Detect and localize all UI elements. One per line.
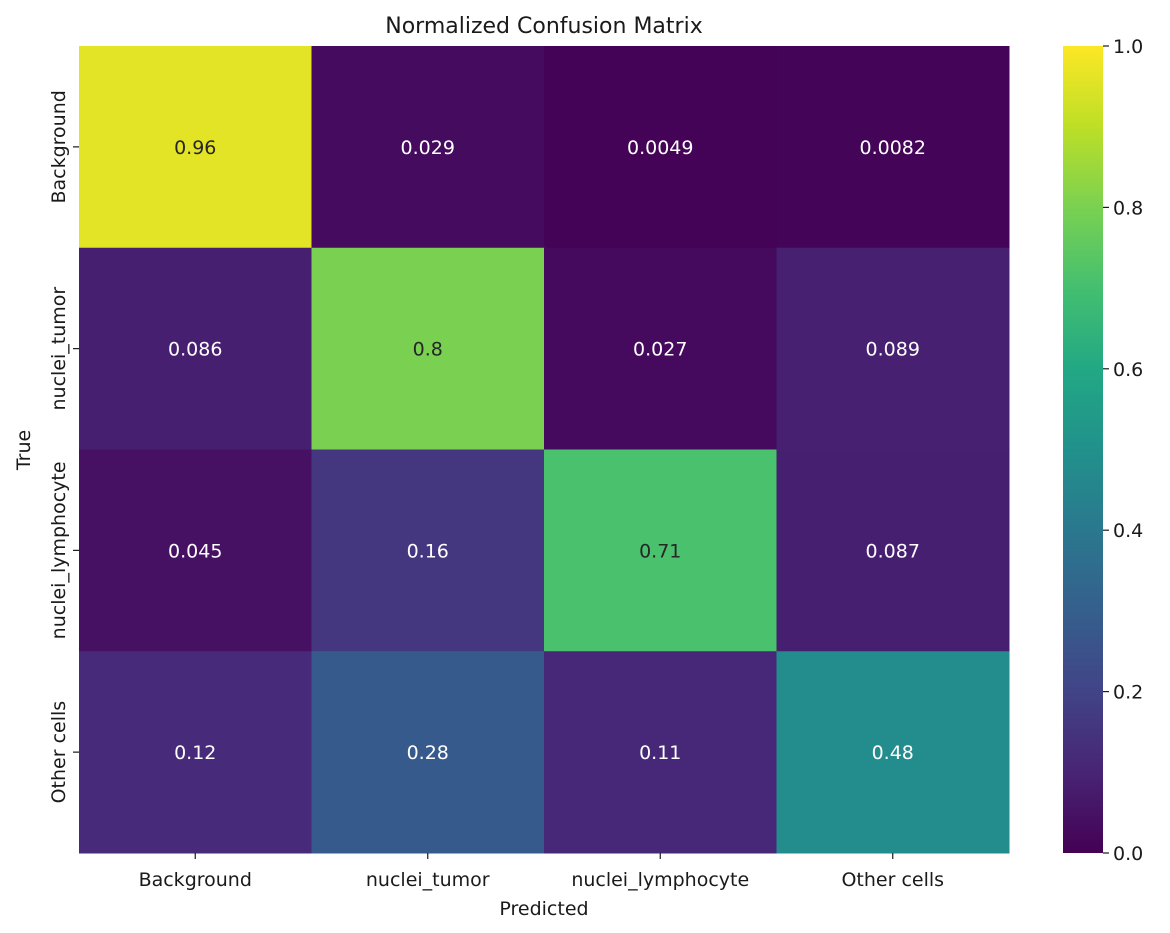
heatmap-cell bbox=[776, 46, 1010, 249]
cell-value-label: 0.16 bbox=[407, 540, 449, 562]
heatmap-cell bbox=[311, 247, 545, 450]
y-axis-label: True bbox=[13, 430, 35, 471]
heatmap-cell bbox=[79, 449, 312, 652]
heatmap-cells: 0.96 0.029 0.0049 0.0082 0.086 0.8 0.027 0.089 0… bbox=[79, 46, 1010, 854]
colorbar-tick-label: 1.0 bbox=[1113, 36, 1143, 58]
x-axis-ticks: Background nuclei_tumor nuclei_lymphocyte O… bbox=[139, 853, 944, 891]
heatmap-cell bbox=[311, 651, 545, 854]
cell-value-label: 0.029 bbox=[401, 137, 455, 159]
heatmap-cell bbox=[79, 247, 312, 450]
cell-value-label: 0.0049 bbox=[627, 137, 693, 159]
y-axis-ticks: Background nuclei_tumor nuclei_lymphocyte O… bbox=[48, 90, 79, 803]
heatmap-cell bbox=[311, 449, 545, 652]
x-tick-label: Other cells bbox=[841, 869, 944, 891]
x-axis-label: Predicted bbox=[499, 898, 588, 920]
y-tick-label: nuclei_tumor bbox=[48, 287, 70, 411]
heatmap-cell bbox=[776, 651, 1010, 854]
heatmap-cell bbox=[311, 46, 545, 249]
heatmap-cell bbox=[79, 46, 312, 249]
colorbar-tick-label: 0.6 bbox=[1113, 359, 1143, 381]
x-tick-label: nuclei_tumor bbox=[366, 869, 490, 891]
colorbar: 0.0 0.2 0.4 0.6 0.8 1.0 bbox=[1063, 36, 1143, 865]
y-tick-label: Background bbox=[48, 90, 70, 203]
cell-value-label: 0.96 bbox=[174, 137, 216, 159]
cell-value-label: 0.0082 bbox=[860, 137, 926, 159]
heatmap-cell bbox=[544, 651, 777, 854]
cell-value-label: 0.28 bbox=[407, 742, 449, 764]
cell-value-label: 0.11 bbox=[639, 742, 681, 764]
heatmap-cell bbox=[544, 46, 777, 249]
heatmap-cell bbox=[776, 247, 1010, 450]
chart-title: Normalized Confusion Matrix bbox=[385, 14, 702, 39]
x-tick-label: nuclei_lymphocyte bbox=[571, 869, 749, 891]
cell-value-label: 0.045 bbox=[168, 540, 222, 562]
cell-value-label: 0.087 bbox=[866, 540, 920, 562]
cell-value-label: 0.089 bbox=[866, 339, 920, 361]
cell-value-label: 0.086 bbox=[168, 339, 222, 361]
colorbar-tick-label: 0.4 bbox=[1113, 520, 1143, 542]
x-tick-label: Background bbox=[139, 869, 252, 891]
colorbar-gradient bbox=[1063, 46, 1103, 853]
cell-value-label: 0.12 bbox=[174, 742, 216, 764]
cell-value-label: 0.71 bbox=[639, 540, 681, 562]
heatmap-cell bbox=[79, 651, 312, 854]
heatmap-cell bbox=[776, 449, 1010, 652]
cell-value-label: 0.8 bbox=[413, 339, 443, 361]
colorbar-tick-label: 0.0 bbox=[1113, 843, 1143, 865]
y-tick-label: Other cells bbox=[48, 701, 70, 804]
heatmap-cell bbox=[544, 449, 777, 652]
heatmap-cell bbox=[544, 247, 777, 450]
cell-value-label: 0.027 bbox=[633, 339, 687, 361]
cell-value-label: 0.48 bbox=[872, 742, 914, 764]
colorbar-tick-label: 0.2 bbox=[1113, 682, 1143, 704]
colorbar-tick-label: 0.8 bbox=[1113, 197, 1143, 219]
y-tick-label: nuclei_lymphocyte bbox=[48, 461, 70, 639]
